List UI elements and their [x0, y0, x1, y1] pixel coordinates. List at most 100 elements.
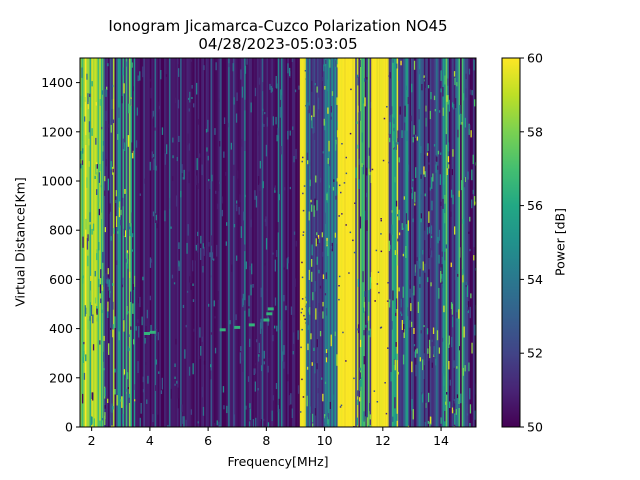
heatmap-speckle	[279, 320, 282, 330]
heatmap-column	[176, 58, 179, 427]
heatmap-speckle	[107, 398, 109, 403]
heatmap-speckle	[187, 224, 189, 236]
heatmap-speckle	[104, 386, 106, 399]
heatmap-speckle	[292, 351, 294, 355]
heatmap-speckle	[178, 260, 180, 267]
heatmap-speckle	[380, 233, 382, 235]
heatmap-speckle	[82, 236, 84, 248]
heatmap-speckle	[80, 95, 82, 108]
heatmap-speckle	[438, 229, 441, 241]
heatmap-speckle	[104, 387, 106, 397]
heatmap-speckle	[289, 186, 291, 190]
heatmap-speckle	[359, 397, 361, 402]
heatmap-speckle	[448, 343, 450, 348]
heatmap-speckle	[155, 385, 157, 391]
heatmap-column	[240, 58, 243, 427]
heatmap-speckle	[111, 425, 113, 427]
heatmap-speckle	[431, 362, 433, 368]
heatmap-column	[340, 58, 343, 427]
heatmap-speckle	[449, 401, 451, 408]
heatmap-speckle	[411, 398, 413, 411]
heatmap-column	[368, 58, 370, 427]
heatmap-speckle	[412, 218, 414, 223]
heatmap-band	[80, 58, 105, 427]
heatmap-speckle	[309, 307, 311, 315]
heatmap-speckle	[278, 194, 280, 201]
heatmap-speckle	[177, 64, 180, 70]
heatmap-speckle	[327, 416, 329, 425]
heatmap-speckle	[325, 349, 328, 353]
heatmap-speckle	[420, 194, 422, 200]
heatmap-column	[223, 58, 226, 427]
heatmap-speckle	[363, 307, 365, 313]
heatmap-speckle	[472, 154, 474, 165]
heatmap-speckle	[469, 248, 471, 252]
heatmap-speckle	[465, 73, 467, 80]
heatmap-speckle	[189, 276, 191, 283]
heatmap-speckle	[413, 125, 415, 135]
heatmap-column	[387, 58, 389, 427]
heatmap-speckle	[413, 344, 416, 347]
heatmap-column	[234, 58, 237, 427]
heatmap-speckle	[336, 64, 339, 68]
heatmap-speckle	[155, 214, 157, 221]
heatmap-speckle	[402, 253, 404, 257]
heatmap-speckle	[357, 328, 359, 331]
heatmap-speckle	[450, 302, 453, 310]
heatmap-speckle	[422, 250, 424, 255]
heatmap-speckle	[327, 158, 329, 164]
heatmap-speckle	[297, 385, 300, 394]
heatmap-speckle	[454, 77, 456, 86]
heatmap-speckle	[424, 154, 426, 166]
heatmap-column	[125, 58, 128, 427]
heatmap-speckle	[459, 247, 461, 258]
heatmap-band	[355, 58, 373, 427]
heatmap-speckle	[315, 175, 317, 183]
heatmap-speckle	[219, 181, 221, 184]
heatmap-speckle	[301, 378, 303, 381]
heatmap-speckle	[276, 325, 278, 332]
heatmap-speckle	[369, 414, 371, 420]
heatmap-speckle	[378, 291, 380, 294]
heatmap-speckle	[112, 283, 114, 286]
heatmap-speckle	[418, 69, 420, 75]
heatmap-speckle	[118, 269, 120, 279]
heatmap-speckle	[263, 361, 265, 365]
heatmap-column	[393, 58, 396, 427]
heatmap-speckle	[411, 361, 413, 373]
heatmap-speckle	[280, 89, 282, 100]
heatmap-speckle	[404, 105, 406, 117]
heatmap-column	[138, 58, 141, 427]
heatmap-speckle	[254, 368, 256, 374]
heatmap-band	[299, 58, 308, 427]
heatmap-column	[266, 58, 269, 427]
heatmap-speckle	[327, 107, 329, 114]
heatmap-speckle	[99, 420, 101, 427]
heatmap-speckle	[150, 258, 152, 263]
heatmap-speckle	[138, 297, 140, 304]
heatmap-speckle	[366, 322, 368, 331]
heatmap-speckle	[429, 416, 432, 424]
heatmap-speckle	[345, 224, 347, 226]
heatmap-speckle	[322, 251, 324, 257]
heatmap-column	[108, 58, 110, 427]
heatmap-column	[356, 58, 359, 427]
heatmap-speckle	[118, 331, 120, 341]
heatmap-speckle	[356, 74, 359, 78]
heatmap-speckle	[182, 416, 184, 424]
heatmap-speckle	[456, 424, 459, 427]
heatmap-speckle	[127, 311, 129, 314]
heatmap-speckle	[407, 164, 410, 172]
heatmap-speckle	[126, 372, 129, 380]
heatmap-column	[152, 58, 155, 427]
heatmap-column	[296, 58, 299, 427]
heatmap-speckle	[117, 231, 119, 234]
heatmap-column	[164, 58, 166, 427]
heatmap-speckle	[447, 78, 449, 86]
heatmap-speckle	[395, 312, 397, 317]
heatmap-speckle	[465, 281, 467, 285]
heatmap-speckle	[272, 335, 274, 342]
heatmap-column	[156, 58, 158, 427]
heatmap-speckle	[327, 79, 329, 92]
heatmap-speckle	[293, 314, 295, 318]
